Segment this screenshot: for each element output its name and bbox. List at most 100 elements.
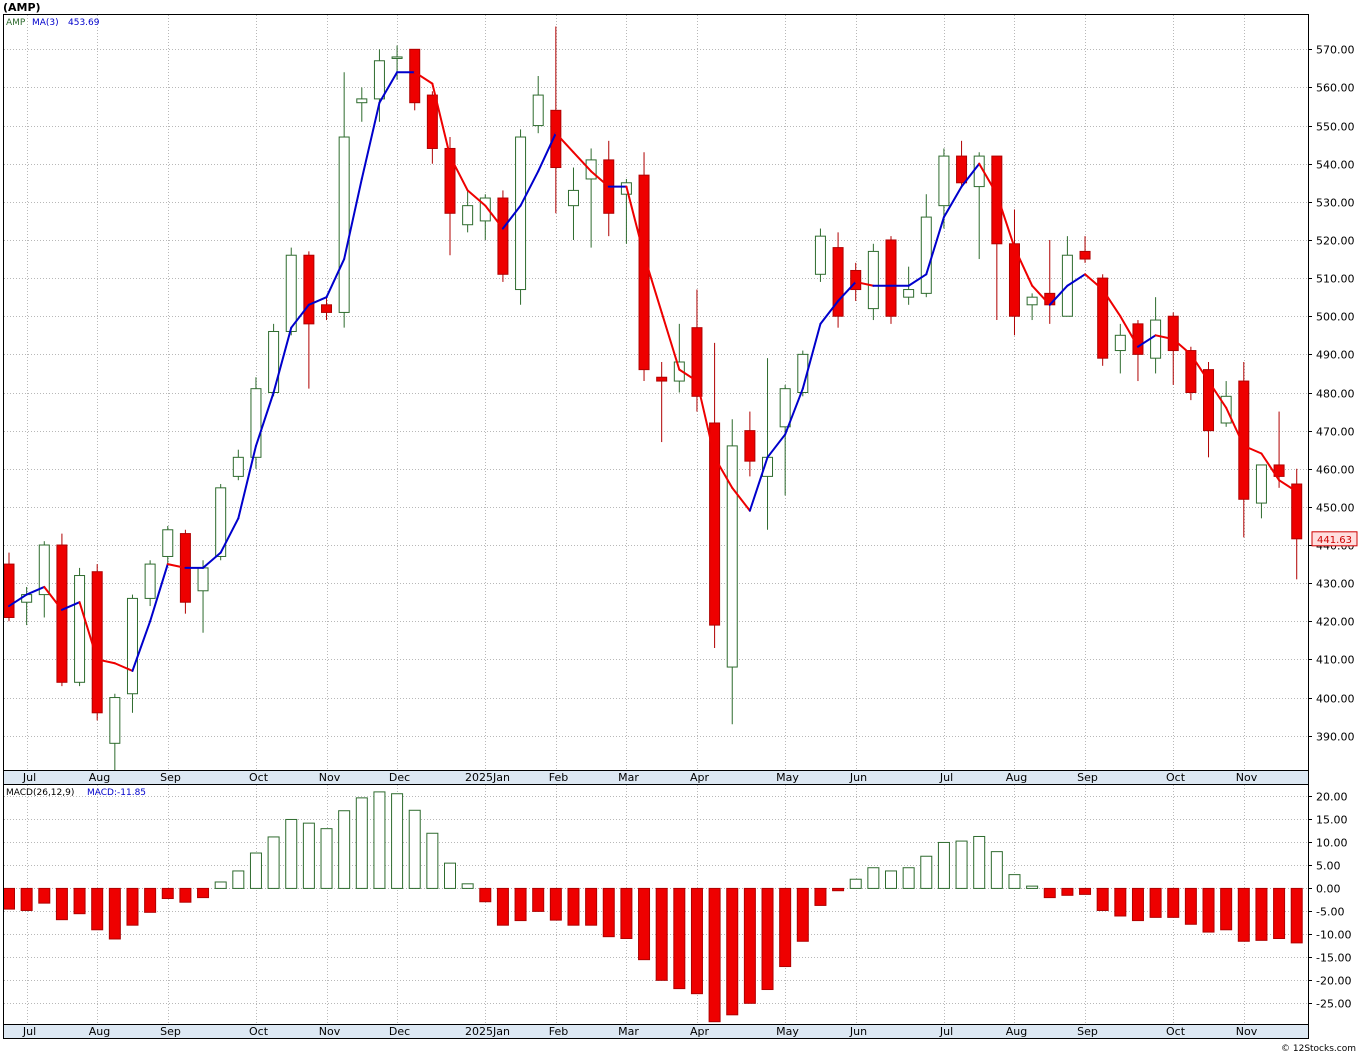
macd-bar-positive <box>973 835 986 889</box>
ma3-segment <box>978 162 998 196</box>
price-x-tick-label: Mar <box>618 771 639 784</box>
last-price-label: 441.63 <box>1317 535 1352 546</box>
ma3-segment <box>149 563 169 623</box>
macd-bar-negative <box>796 887 809 942</box>
legend-symbol: AMP <box>6 18 26 28</box>
price-y-tick-label: 530.00 <box>1316 197 1355 210</box>
macd-bar-positive <box>320 828 333 889</box>
candle-body-down <box>426 94 438 149</box>
price-x-tick-label: Aug <box>1006 771 1027 784</box>
macd-bar-negative <box>108 887 121 940</box>
ma3-segment <box>925 216 945 276</box>
ticker-label: (AMP) <box>3 1 41 14</box>
macd-bar-negative <box>1131 887 1144 922</box>
ma3-segment <box>854 280 875 287</box>
macd-x-tick-label: Jun <box>849 1025 867 1038</box>
ma3-segment <box>501 204 522 230</box>
price-y-tick-label: 490.00 <box>1316 349 1355 362</box>
ma3-segment <box>43 585 63 611</box>
candle-body-down <box>832 247 844 317</box>
ma3-segment <box>554 132 575 154</box>
macd-bar-negative <box>532 887 545 912</box>
candle-body-down <box>1008 243 1020 317</box>
price-y-tick-label: 480.00 <box>1316 388 1355 401</box>
macd-bar-negative <box>1273 887 1286 940</box>
ma3-segment <box>660 311 681 371</box>
ma3-segment <box>290 303 310 329</box>
price-y-tick-label: 570.00 <box>1316 44 1355 57</box>
ma3-segment <box>8 593 28 608</box>
price-x-tick-label: Jul <box>939 771 953 784</box>
macd-x-tick-label: 2025Jan <box>465 1025 510 1038</box>
candle-body-up <box>338 136 350 313</box>
candle-body-down <box>638 174 650 371</box>
macd-bar-negative <box>38 887 51 904</box>
ma3-segment <box>360 101 381 180</box>
macd-bar-positive <box>885 870 897 889</box>
macd-bar-negative <box>1220 887 1233 931</box>
macd-histogram <box>3 791 1303 1023</box>
candle-body-down <box>409 48 421 104</box>
macd-x-tick-label: Sep <box>1077 1025 1098 1038</box>
ma3-segment <box>695 380 716 459</box>
macd-bar-negative <box>708 887 721 1023</box>
legend-ma-label: MA(3) <box>32 18 59 28</box>
candle-body-up <box>938 155 950 207</box>
macd-bar-positive <box>338 810 351 889</box>
macd-bar-negative <box>1079 887 1092 895</box>
ma3-segment <box>1136 334 1157 348</box>
ma3-segment <box>1242 444 1263 455</box>
macd-bar-negative <box>1237 887 1250 942</box>
ma3-segment <box>1278 479 1298 493</box>
ma3-segment <box>466 189 487 207</box>
macd-bar-positive <box>990 851 1003 889</box>
macd-bar-negative <box>655 887 668 981</box>
macd-bar-negative <box>55 887 68 921</box>
candle-body-up <box>1150 319 1162 359</box>
price-y-tick-label: 430.00 <box>1316 578 1355 591</box>
macd-x-tick-label: Nov <box>319 1025 341 1038</box>
candle-body-up <box>814 235 826 275</box>
legend-ma-value: 453.69 <box>68 18 100 28</box>
price-x-tick-label: Sep <box>1077 771 1098 784</box>
price-gridlines <box>4 15 1308 770</box>
candle-body-up <box>673 361 685 382</box>
candle-body-down <box>744 430 756 462</box>
price-x-tick-label: Jul <box>22 771 36 784</box>
macd-bar-negative <box>126 887 139 926</box>
candle-body-down <box>991 155 1003 245</box>
ma3-segment <box>96 658 116 665</box>
macd-y-tick-label: -25.00 <box>1316 998 1351 1011</box>
ma3-segment <box>343 177 363 261</box>
price-x-tick-label: 2025Jan <box>465 771 510 784</box>
price-y-tick-label: 550.00 <box>1316 121 1355 134</box>
candle-body-down <box>497 197 509 275</box>
macd-y-axis: -25.00 -20.00 -15.00 -10.00 -5.00 0.00 5.00 10.… <box>1308 791 1351 1011</box>
candle-body-up <box>903 289 915 298</box>
candle-body-down <box>709 422 721 626</box>
ma3-segment <box>942 185 963 219</box>
ma3-segment <box>1048 284 1069 306</box>
price-y-tick-label: 410.00 <box>1316 654 1355 667</box>
price-y-tick-label: 420.00 <box>1316 616 1355 629</box>
macd-bar-negative <box>567 887 580 926</box>
candle-body-down <box>1273 464 1285 477</box>
macd-bar-positive <box>285 818 298 889</box>
candle-body-up <box>373 60 385 100</box>
ma3-segment <box>1260 452 1281 482</box>
candle-body-up <box>920 216 932 294</box>
macd-bar-negative <box>179 887 192 903</box>
macd-bar-negative <box>673 887 686 990</box>
macd-x-axis-strip <box>3 1024 1309 1039</box>
candle-body-up <box>779 388 791 428</box>
price-x-axis-strip <box>3 770 1309 785</box>
price-x-tick-label: Dec <box>389 771 410 784</box>
ma3-segment <box>678 368 698 383</box>
macd-bar-negative <box>585 887 598 926</box>
ma3-segment <box>1189 353 1210 383</box>
ma3-segment <box>413 71 434 85</box>
ma3-segment <box>819 299 840 325</box>
macd-bar-positive <box>408 809 421 889</box>
macd-bar-positive <box>1026 885 1039 889</box>
candle-body-up <box>867 250 879 310</box>
